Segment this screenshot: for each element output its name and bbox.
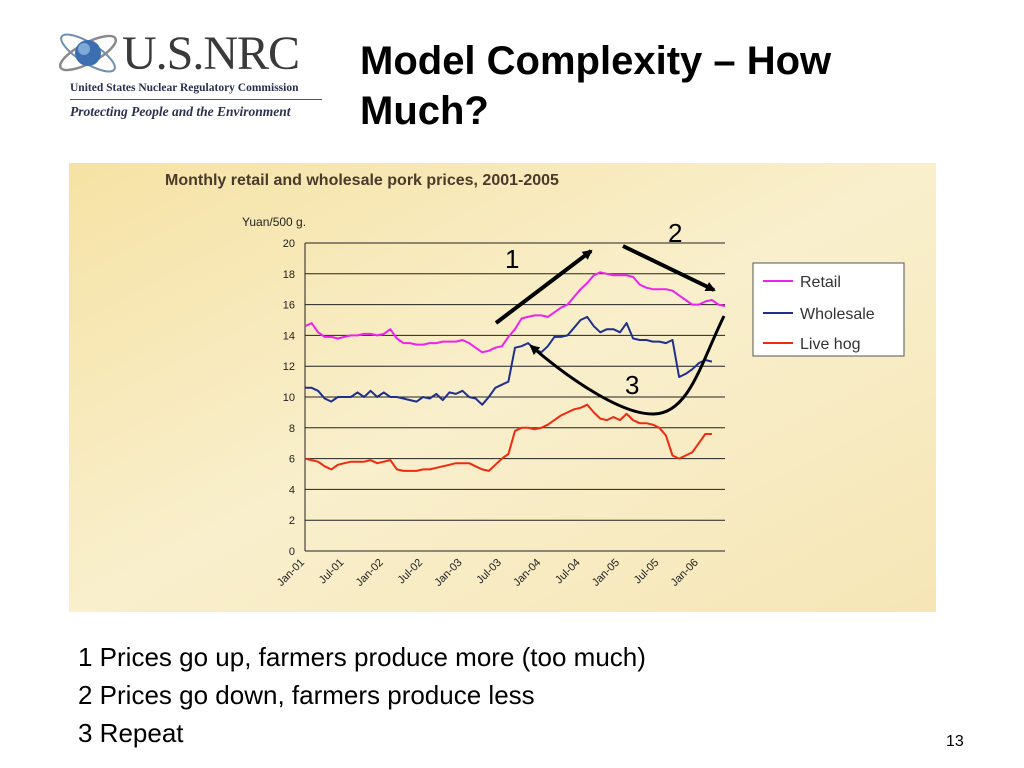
legend-box xyxy=(752,262,905,357)
page-number: 13 xyxy=(946,733,964,750)
cycle-annotations: 1 2 3 xyxy=(494,218,726,416)
series-line-retail xyxy=(304,271,726,354)
arrow-3 xyxy=(529,315,726,416)
y-tick-labels: 0 2 4 6 8 10 12 14 16 18 20 xyxy=(283,238,295,558)
slide-notes: 1 Prices go up, farmers produce more (to… xyxy=(78,638,646,752)
note-item: 1 Prices go up, farmers produce more (to… xyxy=(78,642,646,672)
chart-title: Monthly retail and wholesale pork prices… xyxy=(165,172,559,189)
logo-divider xyxy=(70,99,322,100)
series-line-live-hog xyxy=(304,403,712,472)
logo-wordmark: U.S.NRC xyxy=(122,27,300,80)
arrow-2-label: 2 xyxy=(668,218,682,248)
y-tick-label: 0 xyxy=(289,546,295,558)
y-tick-label: 6 xyxy=(289,454,295,466)
y-tick-label: 18 xyxy=(283,269,295,281)
arrow-1-label: 1 xyxy=(505,244,519,274)
y-tick-label: 14 xyxy=(283,330,295,342)
gridlines xyxy=(304,242,725,552)
chart-background xyxy=(69,163,936,612)
arrow-2 xyxy=(622,244,716,292)
arrow-3-label: 3 xyxy=(625,370,639,400)
logo-tagline: Protecting People and the Environment xyxy=(70,104,291,119)
legend-label-live-hog: Live hog xyxy=(800,336,861,353)
slide-title: Model Complexity – How Much? xyxy=(360,39,832,133)
y-tick-label: 2 xyxy=(289,515,295,527)
note-item: 2 Prices go down, farmers produce less xyxy=(78,680,535,710)
nrc-logo: U.S.NRC United States Nuclear Regulatory… xyxy=(52,18,332,128)
series-line-wholesale xyxy=(305,315,713,406)
y-tick-label: 20 xyxy=(283,238,295,250)
series-lines xyxy=(304,271,726,472)
pork-price-chart: Monthly retail and wholesale pork prices… xyxy=(69,163,936,612)
y-tick-label: 16 xyxy=(283,300,295,312)
logo-subtitle: United States Nuclear Regulatory Commiss… xyxy=(70,82,299,94)
legend-label-retail: Retail xyxy=(800,274,841,291)
note-item: 3 Repeat xyxy=(78,718,184,748)
y-axis-label: Yuan/500 g. xyxy=(242,215,306,229)
atom-logo-icon xyxy=(58,33,118,73)
legend-label-wholesale: Wholesale xyxy=(800,306,875,323)
chart-panel: Monthly retail and wholesale pork prices… xyxy=(69,163,936,612)
legend: Retail Wholesale Live hog xyxy=(752,262,905,357)
y-tick-label: 4 xyxy=(289,484,295,496)
y-tick-label: 10 xyxy=(283,392,295,404)
y-tick-label: 12 xyxy=(283,361,295,373)
y-tick-label: 8 xyxy=(289,423,295,435)
arrow-1 xyxy=(494,249,593,325)
